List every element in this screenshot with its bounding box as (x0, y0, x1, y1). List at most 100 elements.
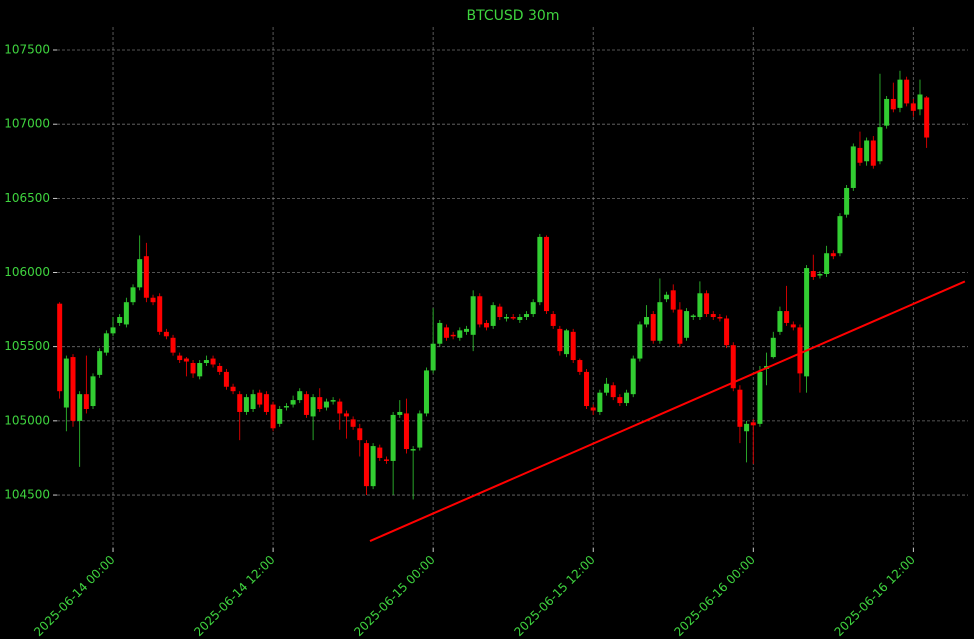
candle-body (737, 389, 743, 427)
candle-body (604, 383, 610, 393)
candle-body (230, 386, 236, 392)
candle-body (290, 400, 296, 405)
candle-body (890, 98, 896, 110)
candle-body (917, 94, 923, 110)
candle-body (777, 311, 783, 332)
candle-body (690, 315, 696, 318)
candle-body (530, 302, 536, 315)
candle-body (283, 406, 289, 408)
candle-body (870, 140, 876, 166)
candle-body (503, 317, 509, 319)
candle-body (830, 253, 836, 257)
candle-body (557, 328, 563, 352)
candle-body (390, 414, 396, 461)
candle-body (383, 459, 389, 461)
candle-body (197, 363, 203, 377)
candle-body (77, 394, 83, 421)
candle-body (90, 376, 96, 407)
candle-body (910, 103, 916, 111)
candle-body (510, 317, 516, 319)
candle-body (884, 98, 890, 126)
y-tick-label: 105500 (4, 339, 50, 353)
candle-body (103, 333, 109, 353)
candle-body (537, 236, 543, 303)
candle-body (423, 370, 429, 414)
candle-body (450, 334, 456, 337)
y-tick-label: 107500 (4, 42, 50, 56)
candle-body (330, 400, 336, 402)
candle-body (130, 287, 136, 303)
candle-body (363, 443, 369, 487)
candle-body (463, 328, 469, 332)
candle-body (110, 327, 116, 334)
candle-body (357, 428, 363, 441)
candle-body (97, 351, 103, 375)
candle-body (223, 371, 229, 387)
candle-body (257, 392, 263, 405)
candle-body (597, 392, 603, 412)
candle-body (644, 317, 650, 325)
candle-body (577, 360, 583, 372)
candle-body (143, 256, 149, 298)
candle-body (704, 293, 710, 315)
trend-line (369, 280, 966, 542)
candle-body (430, 343, 436, 371)
candle-body (897, 79, 903, 108)
candle-body (477, 296, 483, 325)
candle-body (770, 337, 776, 358)
candle-body (864, 140, 870, 162)
candle-body (857, 147, 863, 163)
candle-body (303, 394, 309, 415)
chart-title: BTCUSD 30m (467, 8, 560, 24)
candle-body (584, 371, 590, 407)
candle-body (850, 146, 856, 188)
candle-body (377, 447, 383, 458)
candle-body (650, 314, 656, 341)
candle-body (637, 324, 643, 359)
candle-body (817, 274, 823, 276)
candle-body (70, 357, 76, 421)
candle-body (370, 446, 376, 487)
candle-body (243, 397, 249, 412)
candle-body (263, 394, 269, 412)
candle-body (63, 358, 69, 408)
candle-body (417, 413, 423, 448)
candle-body (664, 294, 670, 300)
candle-body (904, 79, 910, 104)
candle-body (483, 322, 489, 328)
candle-body (443, 327, 449, 338)
candle-body (844, 187, 850, 215)
y-tick-label: 107000 (4, 117, 50, 131)
candle-body (790, 324, 796, 328)
candle-body (437, 322, 443, 344)
candle-body (490, 305, 496, 326)
candle-body (784, 311, 790, 323)
candle-body (57, 303, 63, 392)
candle-body (564, 330, 570, 355)
candle-body (210, 358, 216, 365)
candle-body (83, 394, 89, 409)
candle-body (757, 371, 763, 424)
candle-body (517, 317, 523, 320)
candle-body (544, 236, 550, 312)
candle-body (410, 449, 416, 451)
candle-body (657, 302, 663, 341)
candle-body (163, 331, 169, 337)
candle-body (170, 337, 176, 353)
candle-body (550, 314, 556, 326)
candle-body (217, 365, 223, 372)
candle-body (630, 358, 636, 395)
candle-body (837, 216, 843, 254)
candle-body (677, 309, 683, 344)
candle-body (350, 419, 356, 427)
candle-body (524, 314, 530, 318)
candle-body (403, 413, 409, 450)
candle-body (684, 311, 690, 338)
candle-body (824, 253, 830, 275)
candle-body (177, 355, 183, 361)
candle-body (270, 404, 276, 429)
candle-body (610, 385, 616, 398)
